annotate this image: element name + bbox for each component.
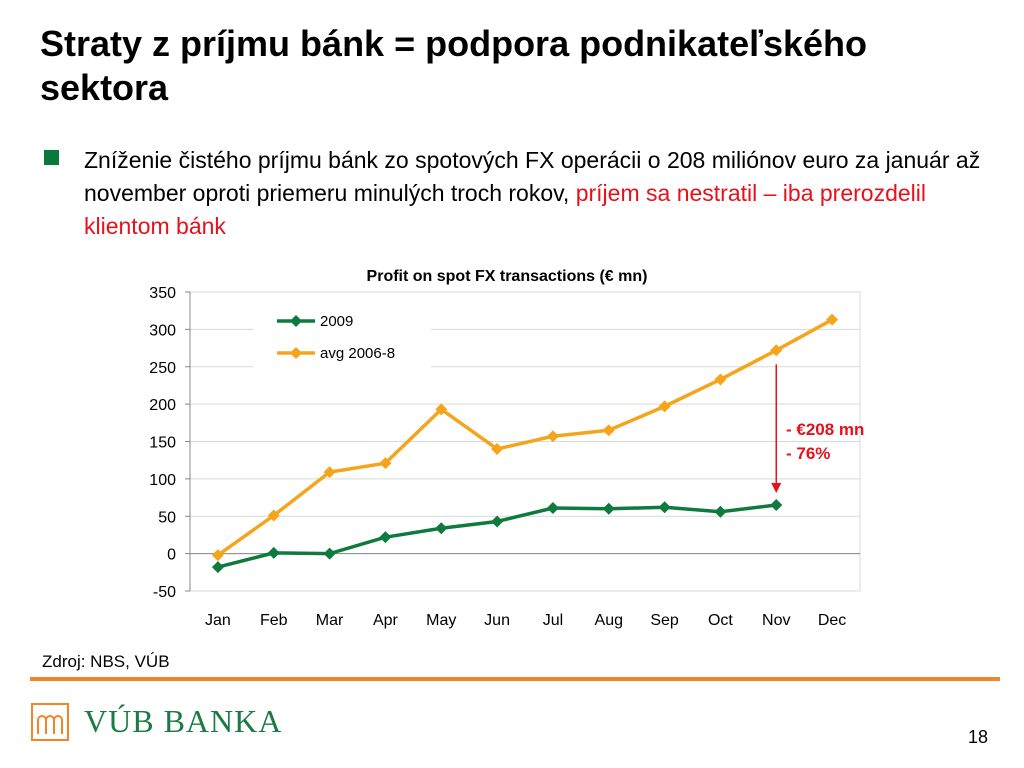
data-point [267, 546, 280, 559]
y-tick-label: 200 [149, 397, 176, 414]
x-tick-label: Jan [205, 612, 231, 629]
line-chart: Profit on spot FX transactions (€ mn) -5… [149, 268, 864, 629]
bullet-text-main: Zníženie čistého príjmu bánk zo spotovýc… [84, 147, 981, 206]
x-tick-label: Jun [484, 612, 510, 629]
chart-legend: 2009 avg 2006-8 [277, 313, 395, 362]
data-point [211, 549, 224, 562]
x-tick-label: Oct [708, 612, 733, 629]
data-point [435, 522, 448, 535]
data-point [491, 515, 504, 528]
x-tick-label: Feb [260, 612, 288, 629]
data-point [267, 509, 280, 522]
y-tick-label: -50 [153, 584, 176, 601]
legend-swatch-marker [290, 347, 302, 359]
data-point [379, 457, 392, 470]
y-tick-label: 150 [149, 435, 176, 452]
data-point [323, 466, 336, 479]
data-point [602, 502, 615, 515]
legend-swatch-marker [290, 315, 302, 327]
bullet-text-highlight: príjem sa nestratil – iba prerozdelil kl… [84, 180, 926, 239]
data-point [379, 531, 392, 544]
page-number: 18 [967, 727, 988, 747]
legend-label: avg 2006-8 [320, 345, 395, 362]
data-point [491, 442, 504, 455]
annotation-label: - €208 mn [786, 420, 864, 439]
x-tick-label: Aug [595, 612, 623, 629]
y-axis: -50 0 50 100 150 200 250 300 350 [149, 285, 191, 601]
series-line [217, 503, 777, 569]
data-point [714, 373, 727, 386]
y-tick-label: 300 [149, 322, 176, 339]
source-note: Zdroj: NBS, VÚB [42, 652, 170, 671]
logo-wordmark: VÚB BANKA [84, 703, 283, 739]
y-tick-label: 50 [158, 509, 176, 526]
data-point [658, 501, 671, 514]
data-point [770, 499, 783, 512]
data-point [546, 430, 559, 443]
x-tick-label: Sep [650, 612, 679, 629]
x-tick-label: Jul [543, 612, 563, 629]
legend-label: 2009 [320, 313, 353, 330]
y-tick-label: 100 [149, 472, 176, 489]
data-point [770, 344, 783, 357]
x-tick-label: May [426, 612, 456, 629]
vub-logo-icon [31, 703, 69, 741]
footer-divider [30, 677, 1000, 681]
x-tick-label: Dec [818, 612, 846, 629]
data-point [714, 505, 727, 518]
legend-background [253, 305, 431, 379]
y-tick-label: 0 [167, 547, 176, 564]
chart-title: Profit on spot FX transactions (€ mn) [367, 268, 648, 285]
y-tick-label: 350 [149, 285, 176, 302]
annotation-arrowhead [771, 483, 782, 494]
x-tick-label: Nov [762, 612, 790, 629]
data-point [211, 561, 224, 574]
bullet-text: Zníženie čistého príjmu bánk zo spotovýc… [84, 144, 984, 243]
data-point [602, 424, 615, 437]
data-point [826, 313, 839, 326]
chart-annotation: - €208 mn - 76% [771, 364, 864, 494]
slide-title: Straty z príjmu bánk = podpora podnikate… [40, 23, 868, 108]
bullet-square-icon [44, 150, 59, 165]
y-tick-label: 250 [149, 360, 176, 377]
annotation-label: - 76% [786, 444, 830, 463]
x-tick-label: Apr [373, 612, 399, 629]
data-point [323, 547, 336, 560]
chart-series [211, 313, 839, 574]
series-line [216, 318, 833, 557]
data-point [658, 400, 671, 413]
data-point [546, 502, 559, 515]
data-point [435, 403, 448, 416]
x-tick-label: Mar [316, 612, 344, 629]
